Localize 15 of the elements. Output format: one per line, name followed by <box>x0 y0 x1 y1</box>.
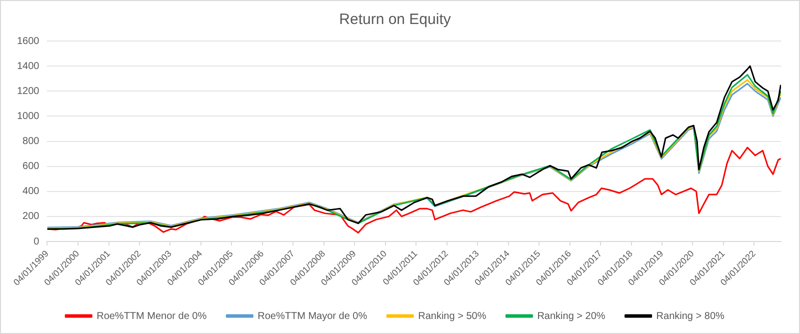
y-tick-label: 1000 <box>16 110 40 122</box>
legend-label: Ranking > 20% <box>537 310 606 322</box>
y-tick-label: 200 <box>22 211 40 222</box>
chart-title: Return on Equity <box>339 11 452 28</box>
y-tick-label: 1200 <box>16 86 40 97</box>
legend-label: Roe%TTM Menor de 0% <box>96 310 207 322</box>
y-tick-label: 600 <box>22 161 40 172</box>
legend-label: Roe%TTM Mayor de 0% <box>258 310 368 322</box>
y-tick-label: 1600 <box>16 36 40 47</box>
y-tick-label: 0 <box>34 236 40 248</box>
y-tick-label: 800 <box>22 136 40 148</box>
legend-label: Ranking > 50% <box>418 310 486 322</box>
y-tick-label: 1400 <box>16 60 40 72</box>
legend-label: Ranking > 80% <box>656 310 725 322</box>
y-tick-label: 400 <box>22 186 40 198</box>
